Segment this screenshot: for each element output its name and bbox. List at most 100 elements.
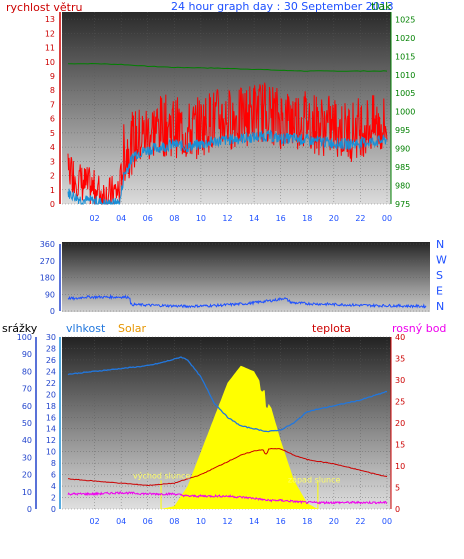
rain-tick-label: 10 <box>22 488 32 497</box>
wind-x-tick-label: 14 <box>249 214 259 223</box>
wind-x-tick-label: 16 <box>276 214 286 223</box>
pressure-tick-label: 980 <box>395 182 410 191</box>
solar-area <box>161 365 318 509</box>
wind-tick-label: 5 <box>50 129 55 138</box>
humidity-tick-label: 28 <box>46 344 56 353</box>
wind-x-tick-label: 04 <box>116 214 126 223</box>
compass-label: N <box>436 300 444 313</box>
rain-tick-label: 80 <box>22 367 32 376</box>
pressure-label: tlak <box>371 0 392 13</box>
humidity-label: vlhkost <box>66 322 106 335</box>
wind-tick-label: 9 <box>50 72 55 81</box>
wind-speed-line <box>67 82 388 205</box>
wind-x-tick-label: 10 <box>196 214 206 223</box>
humidity-x-tick-label: 14 <box>249 517 259 526</box>
rain-tick-label: 20 <box>22 471 32 480</box>
humidity-x-tick-label: 00 <box>382 517 392 526</box>
wind-tick-label: 4 <box>50 143 55 152</box>
wind-x-tick-label: 06 <box>143 214 153 223</box>
wind-x-tick-label: 02 <box>89 214 99 223</box>
pressure-tick-label: 1020 <box>395 34 415 43</box>
humidity-tick-label: 2 <box>51 494 56 503</box>
wind-x-tick-label: 22 <box>355 214 365 223</box>
direction-tick-label: 0 <box>50 307 55 316</box>
wind-tick-label: 1 <box>50 186 55 195</box>
pressure-tick-label: 985 <box>395 163 410 172</box>
wind-tick-label: 3 <box>50 157 55 166</box>
wind-tick-label: 13 <box>45 15 55 24</box>
wind-tick-label: 7 <box>50 100 55 109</box>
gust-line <box>67 129 388 206</box>
pressure-tick-label: 990 <box>395 145 410 154</box>
sunrise-label: východ slunce <box>133 472 190 481</box>
humidity-tick-label: 12 <box>46 436 56 445</box>
temperature-line <box>67 447 388 487</box>
wind-x-tick-label: 00 <box>382 214 392 223</box>
rain-tick-label: 100 <box>17 333 32 342</box>
pressure-tick-label: 1010 <box>395 71 415 80</box>
wind-x-tick-label: 20 <box>329 214 339 223</box>
humidity-tick-label: 6 <box>51 471 56 480</box>
compass-label: E <box>436 285 443 298</box>
wind-tick-label: 8 <box>50 86 55 95</box>
rain-tick-label: 30 <box>22 453 32 462</box>
dewpoint-label: rosný bod <box>392 322 446 335</box>
temperature-tick-label: 0 <box>395 505 400 514</box>
rain-tick-label: 0 <box>27 505 32 514</box>
rain-tick-label: 60 <box>22 402 32 411</box>
humidity-x-tick-label: 16 <box>276 517 286 526</box>
wind-x-tick-label: 12 <box>222 214 232 223</box>
direction-tick-label: 270 <box>40 257 55 266</box>
wind-x-tick-label: 18 <box>302 214 312 223</box>
humidity-tick-label: 24 <box>46 367 56 376</box>
wind-tick-label: 11 <box>45 44 55 53</box>
pressure-tick-label: 995 <box>395 126 410 135</box>
direction-panel-background <box>62 242 430 312</box>
rain-tick-label: 40 <box>22 436 32 445</box>
rain-label: srážky <box>2 322 38 335</box>
temperature-tick-label: 10 <box>395 462 405 471</box>
wind-tick-label: 12 <box>45 29 55 38</box>
direction-tick-label: 90 <box>45 290 55 299</box>
humidity-tick-label: 8 <box>51 459 56 468</box>
humidity-tick-label: 30 <box>46 333 56 342</box>
humidity-x-tick-label: 08 <box>169 517 179 526</box>
humidity-x-tick-label: 04 <box>116 517 126 526</box>
dewpoint-line <box>67 491 388 505</box>
chart-title: 24 hour graph day : 30 September 2013 <box>171 0 394 13</box>
temperature-label: teplota <box>312 322 351 335</box>
humidity-x-tick-label: 22 <box>355 517 365 526</box>
humidity-line <box>67 356 388 433</box>
wind-speed-label: rychlost větru <box>6 1 82 14</box>
temperature-tick-label: 30 <box>395 376 405 385</box>
temperature-tick-label: 15 <box>395 441 405 450</box>
wind-x-tick-label: 08 <box>169 214 179 223</box>
direction-tick-label: 180 <box>40 274 55 283</box>
humidity-x-tick-label: 02 <box>89 517 99 526</box>
rain-tick-label: 70 <box>22 385 32 394</box>
wind-tick-label: 2 <box>50 172 55 181</box>
wind-tick-label: 0 <box>50 200 55 209</box>
temperature-tick-label: 5 <box>395 484 400 493</box>
humidity-tick-label: 26 <box>46 356 56 365</box>
compass-label: W <box>436 254 447 267</box>
pressure-tick-label: 1015 <box>395 52 415 61</box>
humidity-tick-label: 10 <box>46 448 56 457</box>
humidity-tick-label: 0 <box>51 505 56 514</box>
temperature-tick-label: 20 <box>395 419 405 428</box>
pressure-line <box>68 62 388 72</box>
temperature-tick-label: 35 <box>395 355 405 364</box>
pressure-tick-label: 1025 <box>395 15 415 24</box>
direction-line <box>67 294 427 309</box>
pressure-tick-label: 1005 <box>395 89 415 98</box>
compass-label: S <box>436 269 443 282</box>
direction-tick-label: 360 <box>40 240 55 249</box>
humidity-tick-label: 22 <box>46 379 56 388</box>
humidity-x-tick-label: 10 <box>196 517 206 526</box>
wind-tick-label: 10 <box>45 58 55 67</box>
pressure-tick-label: 1000 <box>395 108 415 117</box>
humidity-tick-label: 18 <box>46 402 56 411</box>
wind-tick-label: 6 <box>50 115 55 124</box>
temperature-tick-label: 40 <box>395 333 405 342</box>
